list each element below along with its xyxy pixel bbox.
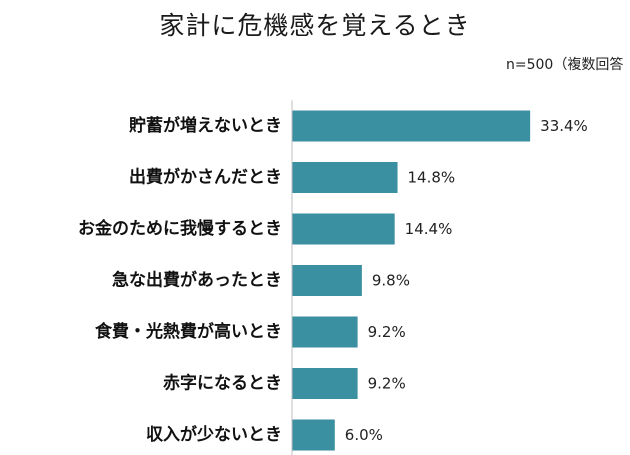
sample-size-note: n=500（複数回答: [506, 57, 624, 73]
bar: [292, 213, 395, 245]
value-label: 9.2%: [368, 323, 406, 341]
category-label: 貯蓄が増えないとき: [129, 115, 282, 136]
value-label: 9.2%: [368, 375, 406, 393]
value-label: 14.8%: [408, 169, 456, 187]
value-label: 33.4%: [540, 117, 588, 135]
category-label: 赤字になるとき: [163, 373, 282, 394]
bar: [292, 265, 362, 296]
value-label: 14.4%: [405, 220, 453, 238]
bars-layer: 貯蓄が増えないとき 33.4% 出費がかさんだとき 14.8% お金のために我慢するとき…: [78, 110, 588, 451]
chart-title: 家計に危機感を覚えるとき: [159, 11, 471, 40]
bar: [292, 368, 358, 399]
value-label: 9.8%: [372, 272, 410, 290]
category-label: 食費・光熱費が高いとき: [95, 321, 282, 342]
bar: [292, 162, 398, 193]
category-label: 出費がかさんだとき: [129, 167, 282, 188]
value-label: 6.0%: [345, 426, 383, 444]
bar: [292, 316, 358, 348]
category-label: 急な出費があったとき: [112, 270, 282, 291]
category-label: 収入が少ないとき: [146, 424, 282, 445]
category-label: お金のために我慢するとき: [78, 218, 282, 239]
bar: [292, 110, 531, 142]
bar: [292, 419, 335, 451]
